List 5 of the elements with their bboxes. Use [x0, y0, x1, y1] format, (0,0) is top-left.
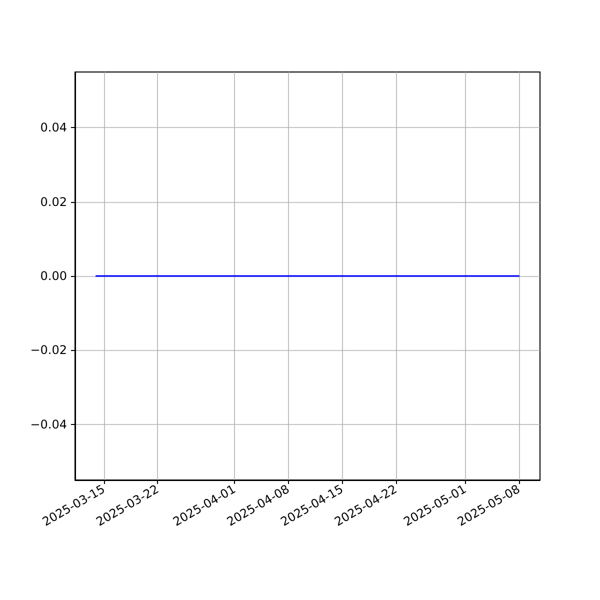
y-tick-label: 0.00: [40, 269, 67, 283]
y-tick-label: −0.02: [30, 343, 67, 358]
y-tick-label: 0.04: [40, 120, 67, 135]
y-tick-label: 0.02: [40, 194, 67, 209]
y-tick-label: −0.04: [30, 417, 67, 432]
